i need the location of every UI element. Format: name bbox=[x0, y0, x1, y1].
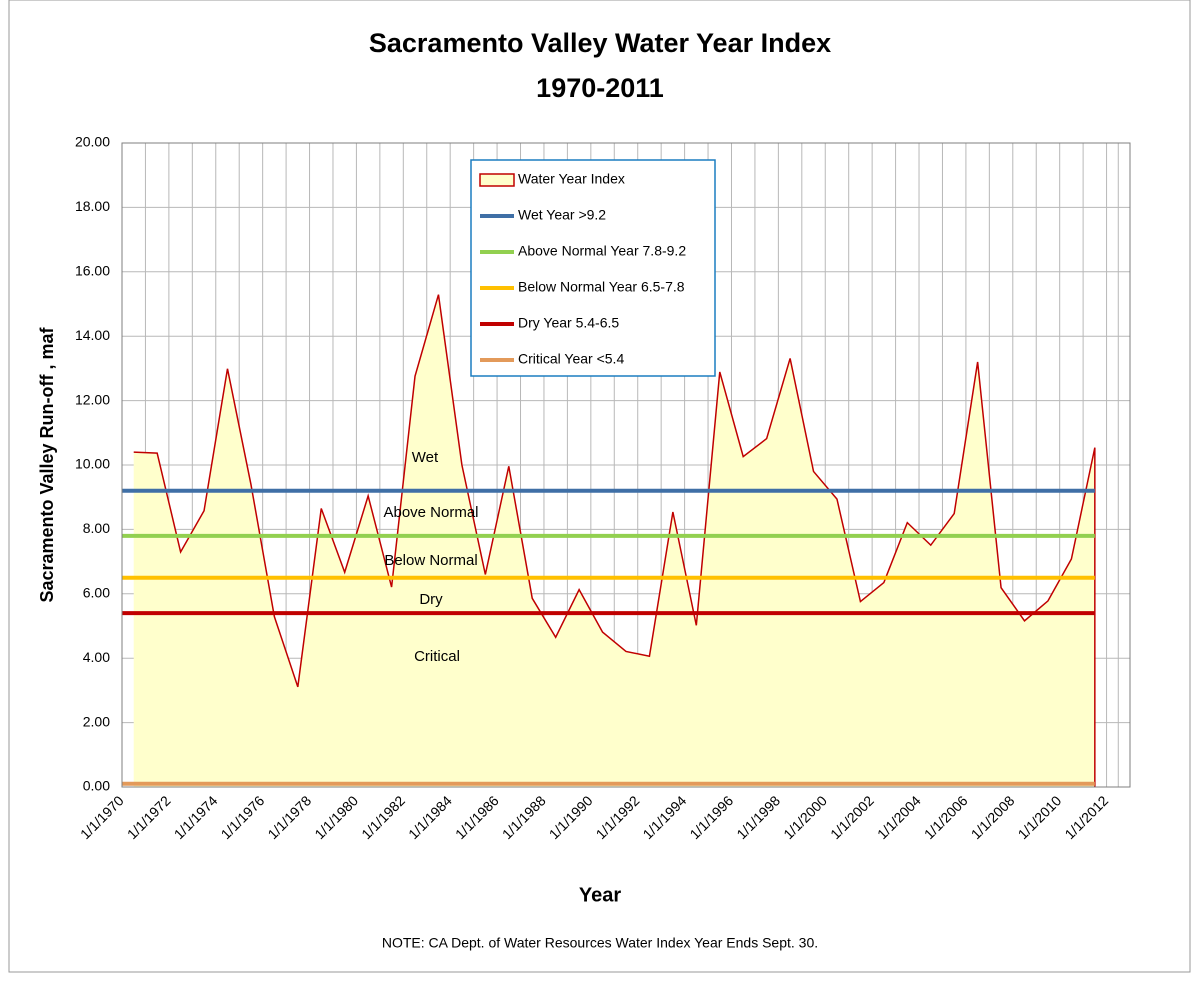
x-tick-label: 1/1/2006 bbox=[921, 792, 971, 842]
chart-title: Sacramento Valley Water Year Index bbox=[369, 28, 831, 58]
y-tick-label: 18.00 bbox=[75, 198, 110, 214]
x-tick-label: 1/1/1996 bbox=[686, 792, 736, 842]
x-tick-label: 1/1/1976 bbox=[218, 792, 268, 842]
x-tick-label: 1/1/2000 bbox=[780, 792, 830, 842]
legend-label: Below Normal Year 6.5-7.8 bbox=[518, 279, 685, 295]
x-tick-label: 1/1/1972 bbox=[124, 792, 174, 842]
x-tick-label: 1/1/1990 bbox=[546, 792, 596, 842]
y-axis-label: Sacramento Valley Run-off , maf bbox=[37, 326, 57, 602]
x-tick-label: 1/1/1994 bbox=[639, 792, 689, 842]
annotation: Wet bbox=[412, 449, 439, 466]
legend-swatch bbox=[479, 173, 515, 187]
x-axis-label: Year bbox=[579, 884, 621, 906]
legend-box bbox=[470, 159, 716, 377]
legend-label: Critical Year <5.4 bbox=[518, 351, 624, 367]
x-tick-label: 1/1/2002 bbox=[827, 792, 877, 842]
series-line bbox=[133, 294, 1096, 787]
annotation: Above Normal bbox=[383, 504, 478, 521]
x-tick-label: 1/1/1986 bbox=[452, 792, 502, 842]
x-tick-label: 1/1/1988 bbox=[499, 792, 549, 842]
y-tick-label: 6.00 bbox=[83, 585, 110, 601]
x-tick-label: 1/1/1984 bbox=[405, 792, 455, 842]
y-tick-label: 20.00 bbox=[75, 134, 110, 150]
legend-label: Dry Year 5.4-6.5 bbox=[518, 315, 619, 331]
note: NOTE: CA Dept. of Water Resources Water … bbox=[382, 935, 818, 951]
x-tick-label: 1/1/1998 bbox=[733, 792, 783, 842]
x-tick-label: 1/1/1970 bbox=[77, 792, 127, 842]
y-tick-label: 2.00 bbox=[83, 713, 110, 729]
y-tick-label: 16.00 bbox=[75, 263, 110, 279]
y-tick-label: 10.00 bbox=[75, 456, 110, 472]
x-tick-label: 1/1/2012 bbox=[1061, 792, 1111, 842]
x-tick-label: 1/1/2008 bbox=[968, 792, 1018, 842]
legend-label: Water Year Index bbox=[518, 171, 625, 187]
y-tick-label: 8.00 bbox=[83, 520, 110, 536]
x-tick-label: 1/1/1974 bbox=[171, 792, 221, 842]
annotation: Dry bbox=[419, 591, 443, 608]
x-tick-label: 1/1/1978 bbox=[264, 792, 314, 842]
legend-label: Wet Year >9.2 bbox=[518, 207, 606, 223]
chart-subtitle: 1970-2011 bbox=[536, 73, 664, 103]
area-fill bbox=[133, 294, 1095, 787]
annotation: Critical bbox=[414, 648, 460, 665]
legend-label: Above Normal Year 7.8-9.2 bbox=[518, 243, 686, 259]
x-tick-label: 1/1/1982 bbox=[358, 792, 408, 842]
annotation: Below Normal bbox=[384, 552, 477, 569]
x-tick-label: 1/1/1992 bbox=[593, 792, 643, 842]
y-tick-label: 0.00 bbox=[83, 778, 110, 794]
plot-frame bbox=[121, 142, 1131, 788]
x-tick-label: 1/1/1980 bbox=[311, 792, 361, 842]
y-tick-label: 12.00 bbox=[75, 391, 110, 407]
outer-frame bbox=[8, 0, 1191, 973]
x-tick-label: 1/1/2010 bbox=[1015, 792, 1065, 842]
x-tick-label: 1/1/2004 bbox=[874, 792, 924, 842]
y-tick-label: 14.00 bbox=[75, 327, 110, 343]
y-tick-label: 4.00 bbox=[83, 649, 110, 665]
